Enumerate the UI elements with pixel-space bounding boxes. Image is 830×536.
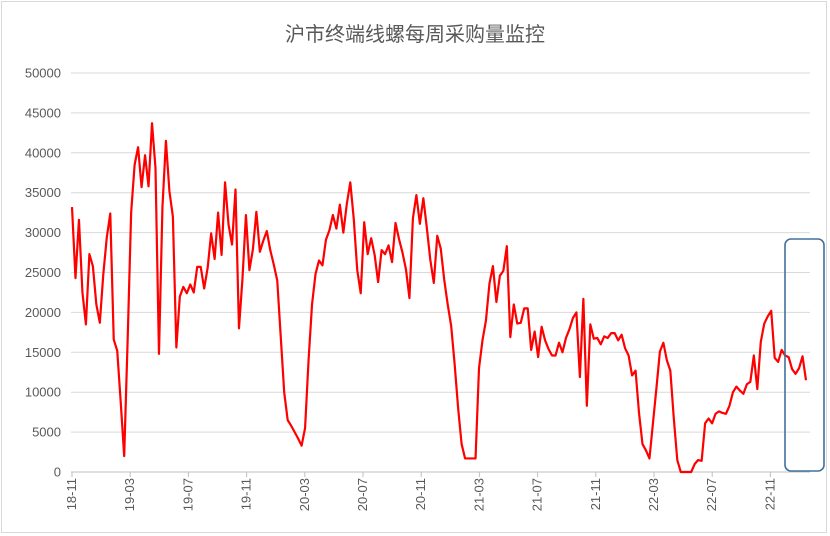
x-tick-label: 21-07: [530, 478, 545, 511]
y-tick-label: 30000: [25, 225, 61, 240]
x-tick-label: 21-11: [588, 478, 603, 510]
chart-title: 沪市终端线螺每周采购量监控: [285, 22, 545, 46]
x-tick-label: 21-03: [471, 478, 486, 511]
y-tick-label: 10000: [25, 385, 61, 400]
x-tick-label: 19-03: [122, 478, 137, 511]
y-tick-label: 50000: [25, 66, 61, 81]
gridlines: [71, 72, 810, 433]
x-tick-label: 20-11: [413, 478, 428, 510]
x-tick-label: 22-11: [762, 478, 777, 510]
y-tick-label: 20000: [25, 305, 61, 320]
x-tick-label: 22-03: [646, 478, 661, 511]
highlight-box: [784, 238, 825, 472]
series-line: [70, 122, 808, 474]
x-tick-label: 20-03: [297, 478, 312, 511]
y-tick-label: 40000: [25, 145, 61, 160]
x-tick-label: 19-11: [239, 478, 254, 510]
y-tick-label: 5000: [32, 425, 61, 440]
x-axis-tick-labels: 18-11 19-03 19-07 19-11 20-03 20-07 20-11 21-03…: [64, 478, 777, 511]
y-tick-label: 45000: [25, 105, 61, 120]
y-tick-label: 25000: [25, 265, 61, 280]
y-tick-label: 15000: [25, 345, 61, 360]
y-tick-label: 35000: [25, 185, 61, 200]
y-axis-tick-labels: 0 5000 10000 15000 20000 25000 30000 35000 40000…: [25, 66, 61, 480]
x-axis: [71, 471, 810, 477]
x-tick-label: 18-11: [64, 478, 79, 510]
x-tick-label: 20-07: [355, 478, 370, 511]
x-tick-label: 22-07: [704, 478, 719, 511]
x-tick-label: 19-07: [180, 478, 195, 511]
y-tick-label: 0: [54, 465, 61, 480]
series-group: [70, 122, 808, 474]
